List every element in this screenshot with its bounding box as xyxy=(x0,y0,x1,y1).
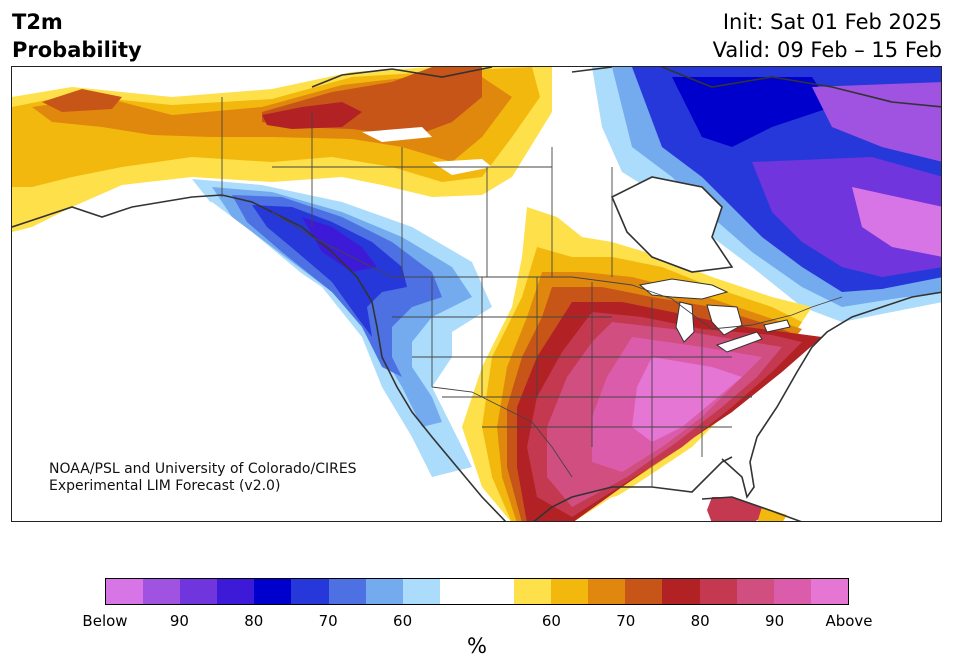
lake-ontario xyxy=(763,319,791,333)
warm-south-ext xyxy=(632,357,742,442)
colorbar-segment xyxy=(254,579,292,604)
florida-coast xyxy=(721,436,758,499)
atlantic-ocean xyxy=(757,307,941,521)
cold-region-east xyxy=(592,67,941,322)
lake-huron xyxy=(706,304,743,336)
arctic-islands-water xyxy=(362,127,432,142)
colorbar-tick-label: 60 xyxy=(393,612,413,630)
cold-east-95 xyxy=(812,82,941,162)
cold-east-80 xyxy=(672,77,832,147)
valid-range: Valid: 09 Feb – 15 Feb xyxy=(712,38,942,62)
state-lines xyxy=(392,277,752,487)
colorbar-segment xyxy=(773,579,811,604)
colorbar-unit: % xyxy=(467,634,487,658)
init-date: Init: Sat 01 Feb 2025 xyxy=(722,10,942,34)
colorbar-segment xyxy=(328,579,366,604)
colorbar-segment xyxy=(106,579,144,604)
colorbar-tick-label: 90 xyxy=(169,612,189,630)
colorbar-segment xyxy=(810,579,848,604)
cold-west-75 xyxy=(252,205,407,337)
gulf-coast xyxy=(533,456,733,521)
west-coast xyxy=(271,211,507,521)
lake-superior xyxy=(638,278,729,300)
colorbar-segment xyxy=(180,579,218,604)
colorbar-segment xyxy=(476,579,515,604)
colorbar-tick-label: 80 xyxy=(690,612,710,630)
province-lines xyxy=(272,112,613,277)
colorbar-tick-label: Above xyxy=(825,612,873,630)
warm-region-south xyxy=(462,207,822,521)
pacific-ocean xyxy=(12,202,461,521)
colorbar-segment xyxy=(551,579,589,604)
colorbar-segment xyxy=(439,579,477,604)
hudson-coast xyxy=(610,176,734,273)
colorbar-tick-label: 90 xyxy=(765,612,785,630)
colorbar-segment xyxy=(699,579,737,604)
great-lakes xyxy=(638,278,791,353)
lake-erie xyxy=(715,331,763,353)
canada-us-border xyxy=(271,211,843,330)
colorbar-segment xyxy=(662,579,700,604)
colorbar-segment xyxy=(143,579,181,604)
warm-cuba xyxy=(702,497,772,521)
cold-east-ext xyxy=(852,187,941,257)
credit-line-2: Experimental LIM Forecast (v2.0) xyxy=(49,478,281,494)
forecast-dates: Init: Sat 01 Feb 2025 Valid: 09 Feb – 15… xyxy=(713,8,942,64)
map-title: T2m Probability xyxy=(12,8,142,64)
warm-cuba-east xyxy=(757,507,787,521)
gulf-of-mexico xyxy=(575,487,712,521)
colorbar-tick-label: 60 xyxy=(541,612,561,630)
probability-map xyxy=(12,67,941,521)
colorbar-tick-label: 70 xyxy=(616,612,636,630)
political-borders xyxy=(221,97,843,487)
variable-label: T2m xyxy=(12,10,63,34)
colorbar-segment xyxy=(514,579,552,604)
warm-north-alaska-red xyxy=(42,89,122,112)
map-panel xyxy=(11,66,942,522)
credit-block: NOAA/PSL and University of Colorado/CIRE… xyxy=(49,461,357,495)
colorbar-segment xyxy=(736,579,774,604)
colorbar-segment xyxy=(402,579,440,604)
credit-line-1: NOAA/PSL and University of Colorado/CIRE… xyxy=(49,461,357,477)
water-bodies xyxy=(12,127,941,521)
colorbar xyxy=(105,578,849,605)
colorbar-tick-label: Below xyxy=(82,612,128,630)
colorbar-segment xyxy=(291,579,329,604)
coastlines xyxy=(12,67,941,521)
colorbar-segment xyxy=(365,579,403,604)
cold-west-85 xyxy=(302,217,377,272)
alaska-coast xyxy=(12,194,273,228)
arctic-coast xyxy=(311,67,941,108)
cold-region-west xyxy=(192,179,492,477)
us-mexico-border xyxy=(431,386,573,478)
colorbar-segment xyxy=(625,579,663,604)
cuba-coast xyxy=(701,496,802,521)
colorbar-tick-label: 70 xyxy=(318,612,338,630)
colorbar-tick-label: 80 xyxy=(244,612,264,630)
colorbar-segment xyxy=(588,579,626,604)
east-coast xyxy=(756,291,941,438)
product-label: Probability xyxy=(12,38,142,62)
colorbar-segment xyxy=(217,579,255,604)
